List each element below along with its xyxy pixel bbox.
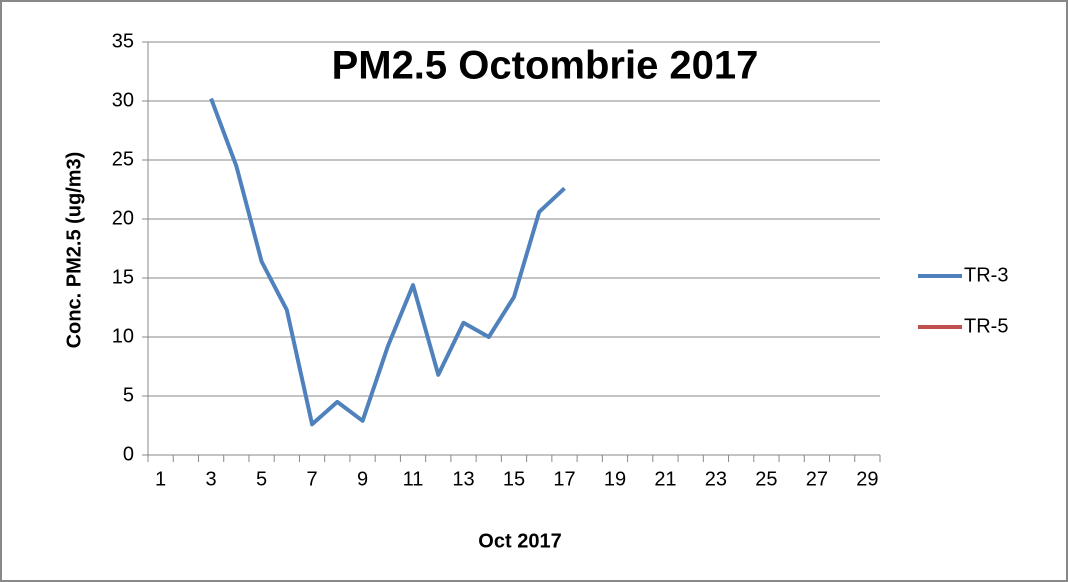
x-tick-label: 19 xyxy=(604,468,626,490)
y-tick-label: 35 xyxy=(112,30,134,52)
x-tick-label: 15 xyxy=(503,468,525,490)
x-tick-label: 21 xyxy=(654,468,676,490)
x-tick-label: 5 xyxy=(256,468,267,490)
chart-title: PM2.5 Octombrie 2017 xyxy=(332,44,759,88)
x-tick-label: 1 xyxy=(155,468,166,490)
series-line xyxy=(209,97,566,427)
x-axis-label: Oct 2017 xyxy=(478,530,561,552)
y-tick-label: 25 xyxy=(112,148,134,170)
x-tick-label: 9 xyxy=(357,468,368,490)
x-tick-label: 3 xyxy=(206,468,217,490)
y-tick-label: 20 xyxy=(112,207,134,229)
x-tick-label: 17 xyxy=(553,468,575,490)
y-axis-label: Conc. PM2.5 (ug/m3) xyxy=(63,152,85,349)
x-tick-label: 23 xyxy=(705,468,727,490)
legend-label: TR-5 xyxy=(964,315,1008,337)
y-tick-label: 30 xyxy=(112,89,134,111)
x-tick-label: 13 xyxy=(452,468,474,490)
x-tick-label: 27 xyxy=(806,468,828,490)
x-tick-label: 25 xyxy=(755,468,777,490)
y-tick-label: 15 xyxy=(112,266,134,288)
x-tick-label: 29 xyxy=(856,468,878,490)
y-tick-label: 0 xyxy=(123,443,134,465)
y-tick-label: 5 xyxy=(123,384,134,406)
x-tick-label: 11 xyxy=(403,468,424,490)
x-tick-label: 7 xyxy=(307,468,318,490)
legend-label: TR-3 xyxy=(964,264,1008,286)
y-tick-label: 10 xyxy=(112,325,134,347)
